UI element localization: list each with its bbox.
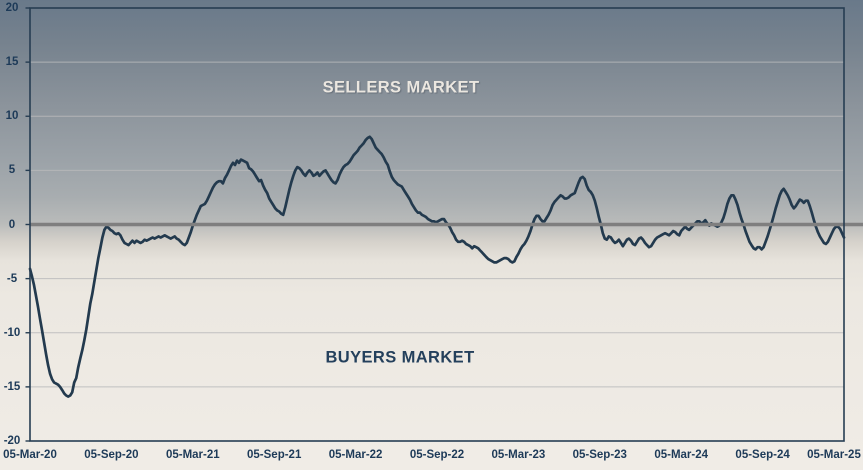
x-tick-label: 05-Sep-22 xyxy=(409,449,465,461)
x-tick-label: 05-Sep-20 xyxy=(84,449,139,461)
x-tick-label: 05-Sep-24 xyxy=(735,449,790,461)
y-tick-label: -10 xyxy=(3,326,21,339)
y-tick-label: 0 xyxy=(8,218,16,231)
y-tick-label: -20 xyxy=(3,435,21,447)
x-tick-label: 05-Mar-21 xyxy=(165,449,220,461)
x-tick-label: 05-Mar-20 xyxy=(3,449,57,461)
x-tick-label: 05-Mar-22 xyxy=(328,449,383,461)
y-tick-label: 15 xyxy=(5,56,19,69)
x-tick-label: 05-Mar-25 xyxy=(807,449,861,461)
x-tick-label: 05-Sep-23 xyxy=(572,449,627,461)
x-tick-label: 05-Sep-21 xyxy=(247,449,302,461)
y-tick-label: 5 xyxy=(8,164,16,177)
y-tick-label: 20 xyxy=(5,2,19,14)
y-tick-label: 10 xyxy=(5,110,19,123)
buyers-market-label: BUYERS MARKET xyxy=(325,348,475,367)
sellers-market-label: SELLERS MARKET xyxy=(322,78,480,97)
x-tick-label: 05-Mar-24 xyxy=(654,449,709,461)
y-tick-label: -5 xyxy=(6,272,18,285)
x-tick-label: 05-Mar-23 xyxy=(491,449,546,461)
y-tick-label: -15 xyxy=(3,380,21,393)
